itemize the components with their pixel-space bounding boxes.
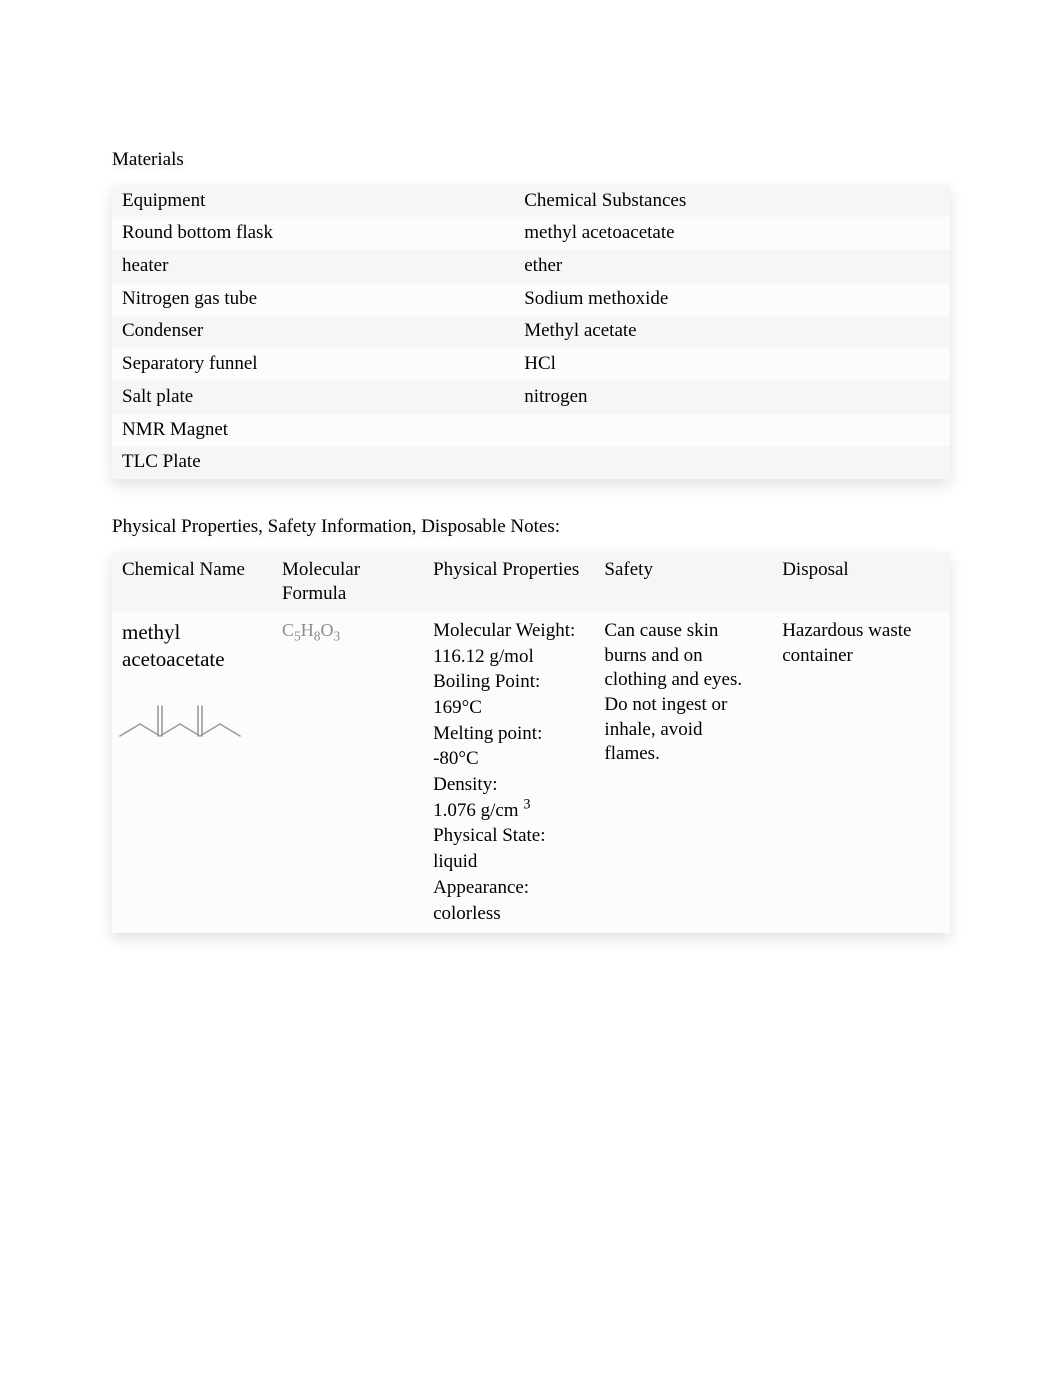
materials-header-row: Equipment Chemical Substances <box>112 185 950 218</box>
equipment-header: Equipment <box>112 185 514 218</box>
state-value: liquid <box>433 850 584 875</box>
materials-title: Materials <box>112 148 950 173</box>
equipment-cell: heater <box>112 250 514 283</box>
physical-properties-cell: Molecular Weight: 116.12 g/mol Boiling P… <box>423 613 594 933</box>
properties-header-row: Chemical Name Molecular Formula Physical… <box>112 552 950 613</box>
equipment-cell: TLC Plate <box>112 446 514 479</box>
mw-label: Molecular Weight: <box>433 619 584 644</box>
chemical-name-text: methyl acetoacetate <box>122 619 262 674</box>
chemical-cell: nitrogen <box>514 381 950 414</box>
col-safety: Safety <box>594 552 772 613</box>
mp-label: Melting point: <box>433 722 584 747</box>
chemical-cell: Sodium methoxide <box>514 283 950 316</box>
equipment-cell: Separatory funnel <box>112 348 514 381</box>
chemical-cell: ether <box>514 250 950 283</box>
col-molecular-formula: Molecular Formula <box>272 552 423 613</box>
materials-row: Condenser Methyl acetate <box>112 315 950 348</box>
chemical-cell <box>514 446 950 479</box>
materials-table: Equipment Chemical Substances Round bott… <box>112 185 950 479</box>
disposal-cell: Hazardous waste container <box>772 613 950 933</box>
col-disposal: Disposal <box>772 552 950 613</box>
equipment-cell: Round bottom flask <box>112 217 514 250</box>
materials-row: Separatory funnel HCl <box>112 348 950 381</box>
molecule-structure-icon <box>116 688 246 750</box>
appearance-value: colorless <box>433 902 584 927</box>
density-value: 1.076 g/cm 3 <box>433 799 584 824</box>
materials-row: TLC Plate <box>112 446 950 479</box>
density-exponent: 3 <box>523 796 530 812</box>
state-label: Physical State: <box>433 824 584 849</box>
equipment-cell: Condenser <box>112 315 514 348</box>
chemical-cell <box>514 414 950 447</box>
equipment-cell: Nitrogen gas tube <box>112 283 514 316</box>
appearance-label: Appearance: <box>433 876 584 901</box>
mp-value: -80°C <box>433 747 584 772</box>
density-value-text: 1.076 g/cm <box>433 800 523 821</box>
chemicals-header: Chemical Substances <box>514 185 950 218</box>
chemical-name-cell: methyl acetoacetate <box>112 613 272 933</box>
bp-value: 169°C <box>433 696 584 721</box>
formula-sub: 3 <box>334 629 341 644</box>
materials-row: NMR Magnet <box>112 414 950 447</box>
materials-row: heater ether <box>112 250 950 283</box>
formula-part: O <box>321 620 334 640</box>
col-chemical-name: Chemical Name <box>112 552 272 613</box>
materials-row: Round bottom flask methyl acetoacetate <box>112 217 950 250</box>
chemical-cell: methyl acetoacetate <box>514 217 950 250</box>
properties-data-row: methyl acetoacetate C5H8O3 Molecular Wei… <box>112 613 950 933</box>
formula-part: H <box>301 620 314 640</box>
col-physical-properties: Physical Properties <box>423 552 594 613</box>
chemical-cell: Methyl acetate <box>514 315 950 348</box>
materials-row: Salt plate nitrogen <box>112 381 950 414</box>
molecular-formula-cell: C5H8O3 <box>272 613 423 933</box>
equipment-cell: Salt plate <box>112 381 514 414</box>
equipment-cell: NMR Magnet <box>112 414 514 447</box>
density-label: Density: <box>433 773 584 798</box>
formula-sub: 8 <box>314 629 321 644</box>
bp-label: Boiling Point: <box>433 670 584 695</box>
formula-part: C <box>282 620 294 640</box>
safety-cell: Can cause skin burns and on clothing and… <box>594 613 772 933</box>
properties-table: Chemical Name Molecular Formula Physical… <box>112 552 950 934</box>
formula-sub: 5 <box>294 629 301 644</box>
chemical-cell: HCl <box>514 348 950 381</box>
properties-heading: Physical Properties, Safety Information,… <box>112 515 950 540</box>
mw-value: 116.12 g/mol <box>433 645 584 670</box>
materials-row: Nitrogen gas tube Sodium methoxide <box>112 283 950 316</box>
